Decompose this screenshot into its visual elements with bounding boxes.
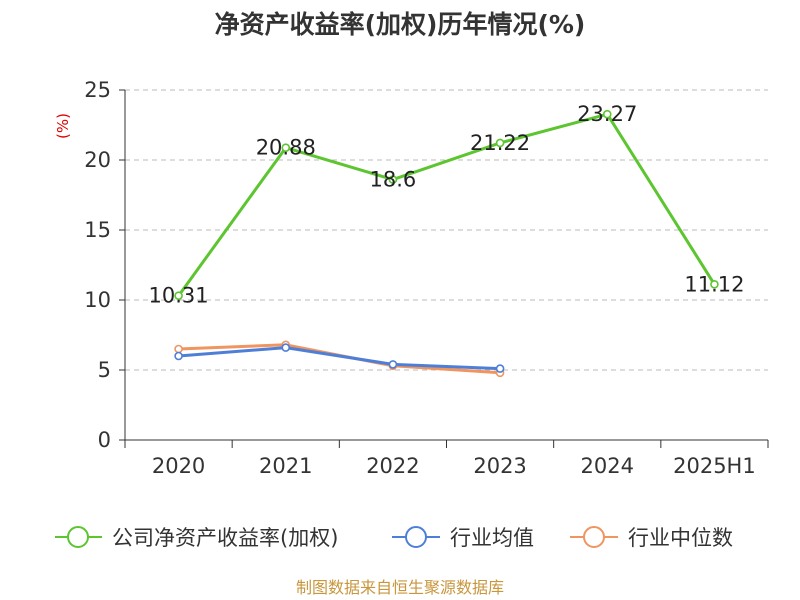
- source-note: 制图数据来自恒生聚源数据库: [296, 578, 504, 597]
- data-label: 20.88: [256, 136, 316, 160]
- data-label: 18.6: [370, 168, 417, 192]
- x-tick-label: 2024: [581, 454, 634, 478]
- legend-marker: [405, 526, 427, 548]
- data-points: [174, 109, 719, 378]
- y-tick-label: 10: [84, 288, 111, 312]
- legend-item-0: 公司净资产收益率(加权): [55, 526, 338, 550]
- series-line-1: [177, 346, 502, 371]
- series-lines: [177, 112, 716, 375]
- series-line-0: [177, 112, 716, 298]
- data-point-s0-0: [174, 291, 183, 300]
- legend-item-1: 行业均值: [392, 526, 534, 550]
- x-tick-label: 2020: [152, 454, 205, 478]
- y-tick-label: 15: [84, 218, 111, 242]
- x-tick-label: 2022: [366, 454, 419, 478]
- x-tick-label: 2023: [473, 454, 526, 478]
- axes: 0 5 10 15 20 25 2020 2021 2022 2023 2024 2025H1: [84, 78, 769, 478]
- grid-lines: [125, 89, 768, 371]
- data-point-s2-0: [174, 344, 183, 354]
- legend-marker: [583, 526, 605, 548]
- legend-label: 行业中位数: [628, 526, 733, 550]
- x-tick-label: 2021: [259, 454, 312, 478]
- data-point-s0-5: [710, 280, 719, 289]
- y-tick-label: 20: [84, 148, 111, 172]
- chart-title: 净资产收益率(加权)历年情况(%): [215, 10, 586, 39]
- data-point-s1-2: [388, 360, 398, 369]
- y-axis-unit-label: (%): [54, 113, 72, 139]
- legend-label: 公司净资产收益率(加权): [112, 526, 338, 550]
- legend: 公司净资产收益率(加权) 行业均值 行业中位数: [55, 526, 733, 550]
- legend-item-2: 行业中位数: [570, 526, 733, 550]
- legend-marker: [67, 526, 89, 548]
- legend-label: 行业均值: [450, 526, 534, 550]
- data-point-s0-4: [602, 109, 612, 119]
- data-label: 21.22: [470, 131, 530, 155]
- x-tick-label: 2025H1: [673, 454, 756, 478]
- data-point-s1-0: [174, 351, 183, 361]
- data-point-s0-1: [281, 143, 291, 152]
- data-point-s1-3: [495, 364, 505, 373]
- data-label: 10.31: [149, 284, 209, 308]
- data-labels: 10.31 20.88 18.6 21.22 23.27 11.12: [149, 102, 745, 307]
- data-point-s0-2: [388, 175, 398, 184]
- y-tick-label: 5: [98, 358, 111, 382]
- series-line-2: [177, 343, 502, 375]
- y-tick-label: 25: [84, 78, 111, 102]
- data-label: 23.27: [577, 102, 637, 126]
- y-tick-label: 0: [98, 428, 111, 452]
- data-label: 11.12: [684, 272, 744, 296]
- data-point-s1-1: [281, 343, 291, 352]
- data-point-s0-3: [495, 138, 505, 148]
